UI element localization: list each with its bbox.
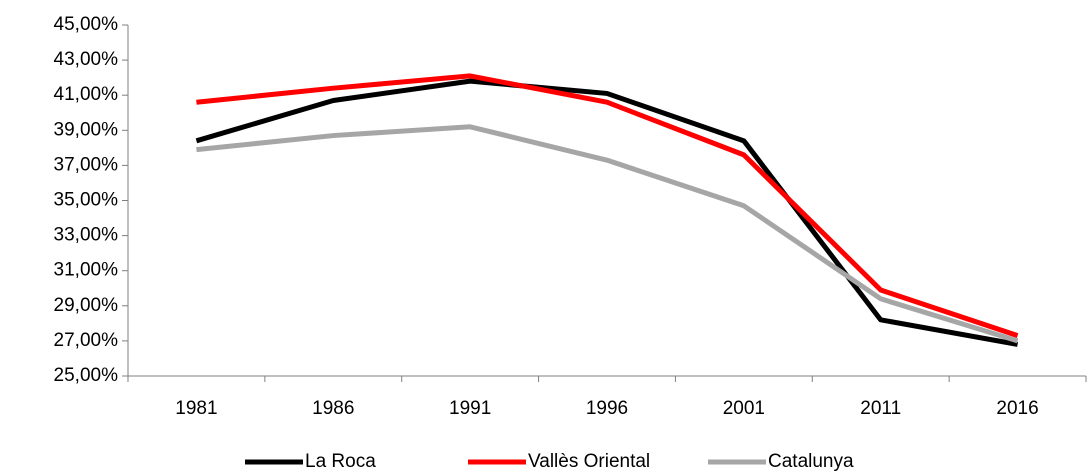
x-tick-label: 2016 <box>996 398 1038 419</box>
y-tick-label: 45,00% <box>54 14 119 35</box>
x-tick-label: 1996 <box>586 398 628 419</box>
series-line <box>196 124 1019 344</box>
y-tick-label: 33,00% <box>54 225 119 246</box>
y-tick-label: 31,00% <box>54 260 119 281</box>
legend-label: Catalunya <box>768 451 854 472</box>
x-tick-label: 1986 <box>312 398 354 419</box>
y-tick-label: 37,00% <box>54 154 119 175</box>
x-tick-label: 1981 <box>175 398 217 419</box>
series-line <box>196 73 1019 339</box>
y-tick-label: 25,00% <box>54 365 119 386</box>
y-tick-label: 39,00% <box>54 119 119 140</box>
y-tick-label: 43,00% <box>54 49 119 70</box>
y-tick-label: 35,00% <box>54 190 119 211</box>
x-tick-label: 2001 <box>723 398 765 419</box>
y-tick-label: 41,00% <box>54 84 119 105</box>
series-line <box>195 78 1019 347</box>
x-tick-label: 1991 <box>449 398 491 419</box>
legend-label: Vallès Oriental <box>528 451 650 472</box>
y-tick-label: 29,00% <box>54 295 119 316</box>
y-tick-label: 27,00% <box>54 330 119 351</box>
x-tick-label: 2011 <box>860 398 901 419</box>
legend-label: La Roca <box>305 451 376 472</box>
